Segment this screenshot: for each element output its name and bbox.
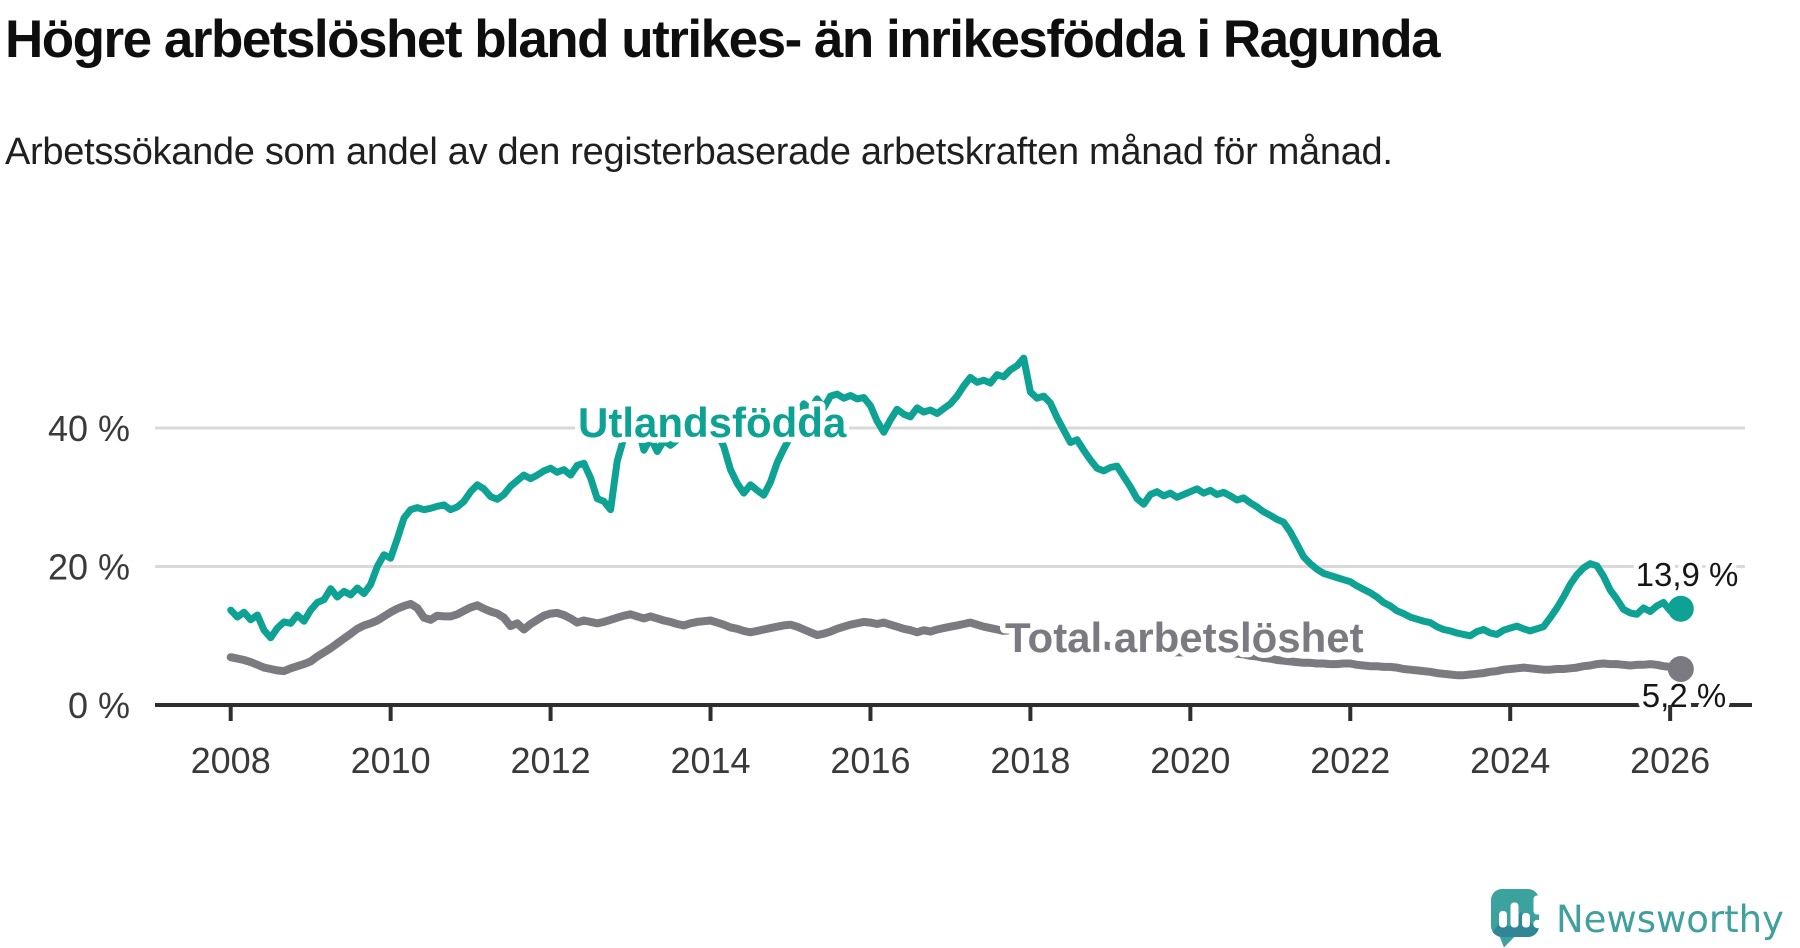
- x-axis-tick-label: 2012: [511, 740, 591, 781]
- x-axis-tick-label: 2026: [1630, 740, 1710, 781]
- end-dot-utlandsfodda: [1667, 595, 1694, 622]
- logo-bar-chart: [1499, 895, 1542, 929]
- page-title: Högre arbetslöshet bland utrikes- än inr…: [5, 10, 1441, 69]
- series-line-utlandsfodda: [227, 354, 1681, 642]
- x-axis-tick-label: 2010: [351, 740, 431, 781]
- y-axis-label: 0 %: [68, 685, 130, 726]
- newsworthy-speech-bubble-barchart-icon: [1491, 889, 1542, 948]
- end-value-label-total: 5,2 %: [1642, 677, 1726, 714]
- series-line-total-arbetsloshet: [226, 599, 1681, 680]
- x-axis-tick-label: 2024: [1470, 740, 1550, 781]
- x-axis-tick-label: 2020: [1150, 740, 1230, 781]
- x-axis-tick-label: 2008: [191, 740, 271, 781]
- x-axis-tick-label: 2022: [1310, 740, 1390, 781]
- y-axis-label: 40 %: [48, 408, 130, 449]
- x-axis-tick-label: 2016: [830, 740, 910, 781]
- logo-wordmark: Newsworthy: [1556, 898, 1784, 941]
- end-value-label-utlandsfodda: 13,9 %: [1636, 556, 1739, 593]
- end-dot-total-arbetsloshet: [1667, 655, 1694, 682]
- y-axis-label: 20 %: [48, 547, 130, 588]
- series-label-utlandsfodda: Utlandsfödda: [578, 399, 847, 446]
- x-axis-tick-label: 2018: [990, 740, 1070, 781]
- x-axis-tick-label: 2014: [670, 740, 750, 781]
- chart-subtitle: Arbetssökande som andel av den registerb…: [5, 131, 1393, 173]
- series-label-total-arbetsloshet: Total arbetslöshet: [1005, 614, 1364, 661]
